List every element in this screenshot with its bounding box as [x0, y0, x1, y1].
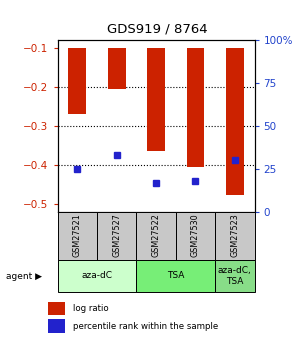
Bar [68, 48, 86, 114]
Text: GSM27530: GSM27530 [191, 214, 200, 257]
Text: GSM27523: GSM27523 [230, 214, 239, 257]
Bar [58, 212, 97, 260]
Text: log ratio: log ratio [73, 304, 108, 313]
Bar [226, 48, 244, 195]
Bar [97, 212, 136, 260]
Bar [136, 260, 215, 292]
Bar [136, 212, 176, 260]
Text: aza-dC: aza-dC [82, 272, 112, 280]
Bar [108, 48, 125, 89]
Bar [58, 260, 136, 292]
Text: aza-dC,
TSA: aza-dC, TSA [218, 266, 252, 286]
Text: TSA: TSA [167, 272, 185, 280]
Bar [187, 48, 204, 167]
Text: agent ▶: agent ▶ [6, 272, 42, 281]
Bar [215, 212, 255, 260]
Bar [215, 260, 255, 292]
Bar [147, 48, 165, 151]
Text: percentile rank within the sample: percentile rank within the sample [73, 322, 218, 331]
Text: GSM27521: GSM27521 [73, 214, 82, 257]
Text: GDS919 / 8764: GDS919 / 8764 [107, 23, 208, 36]
Bar [176, 212, 215, 260]
Text: GSM27527: GSM27527 [112, 214, 121, 257]
Text: GSM27522: GSM27522 [152, 214, 161, 257]
